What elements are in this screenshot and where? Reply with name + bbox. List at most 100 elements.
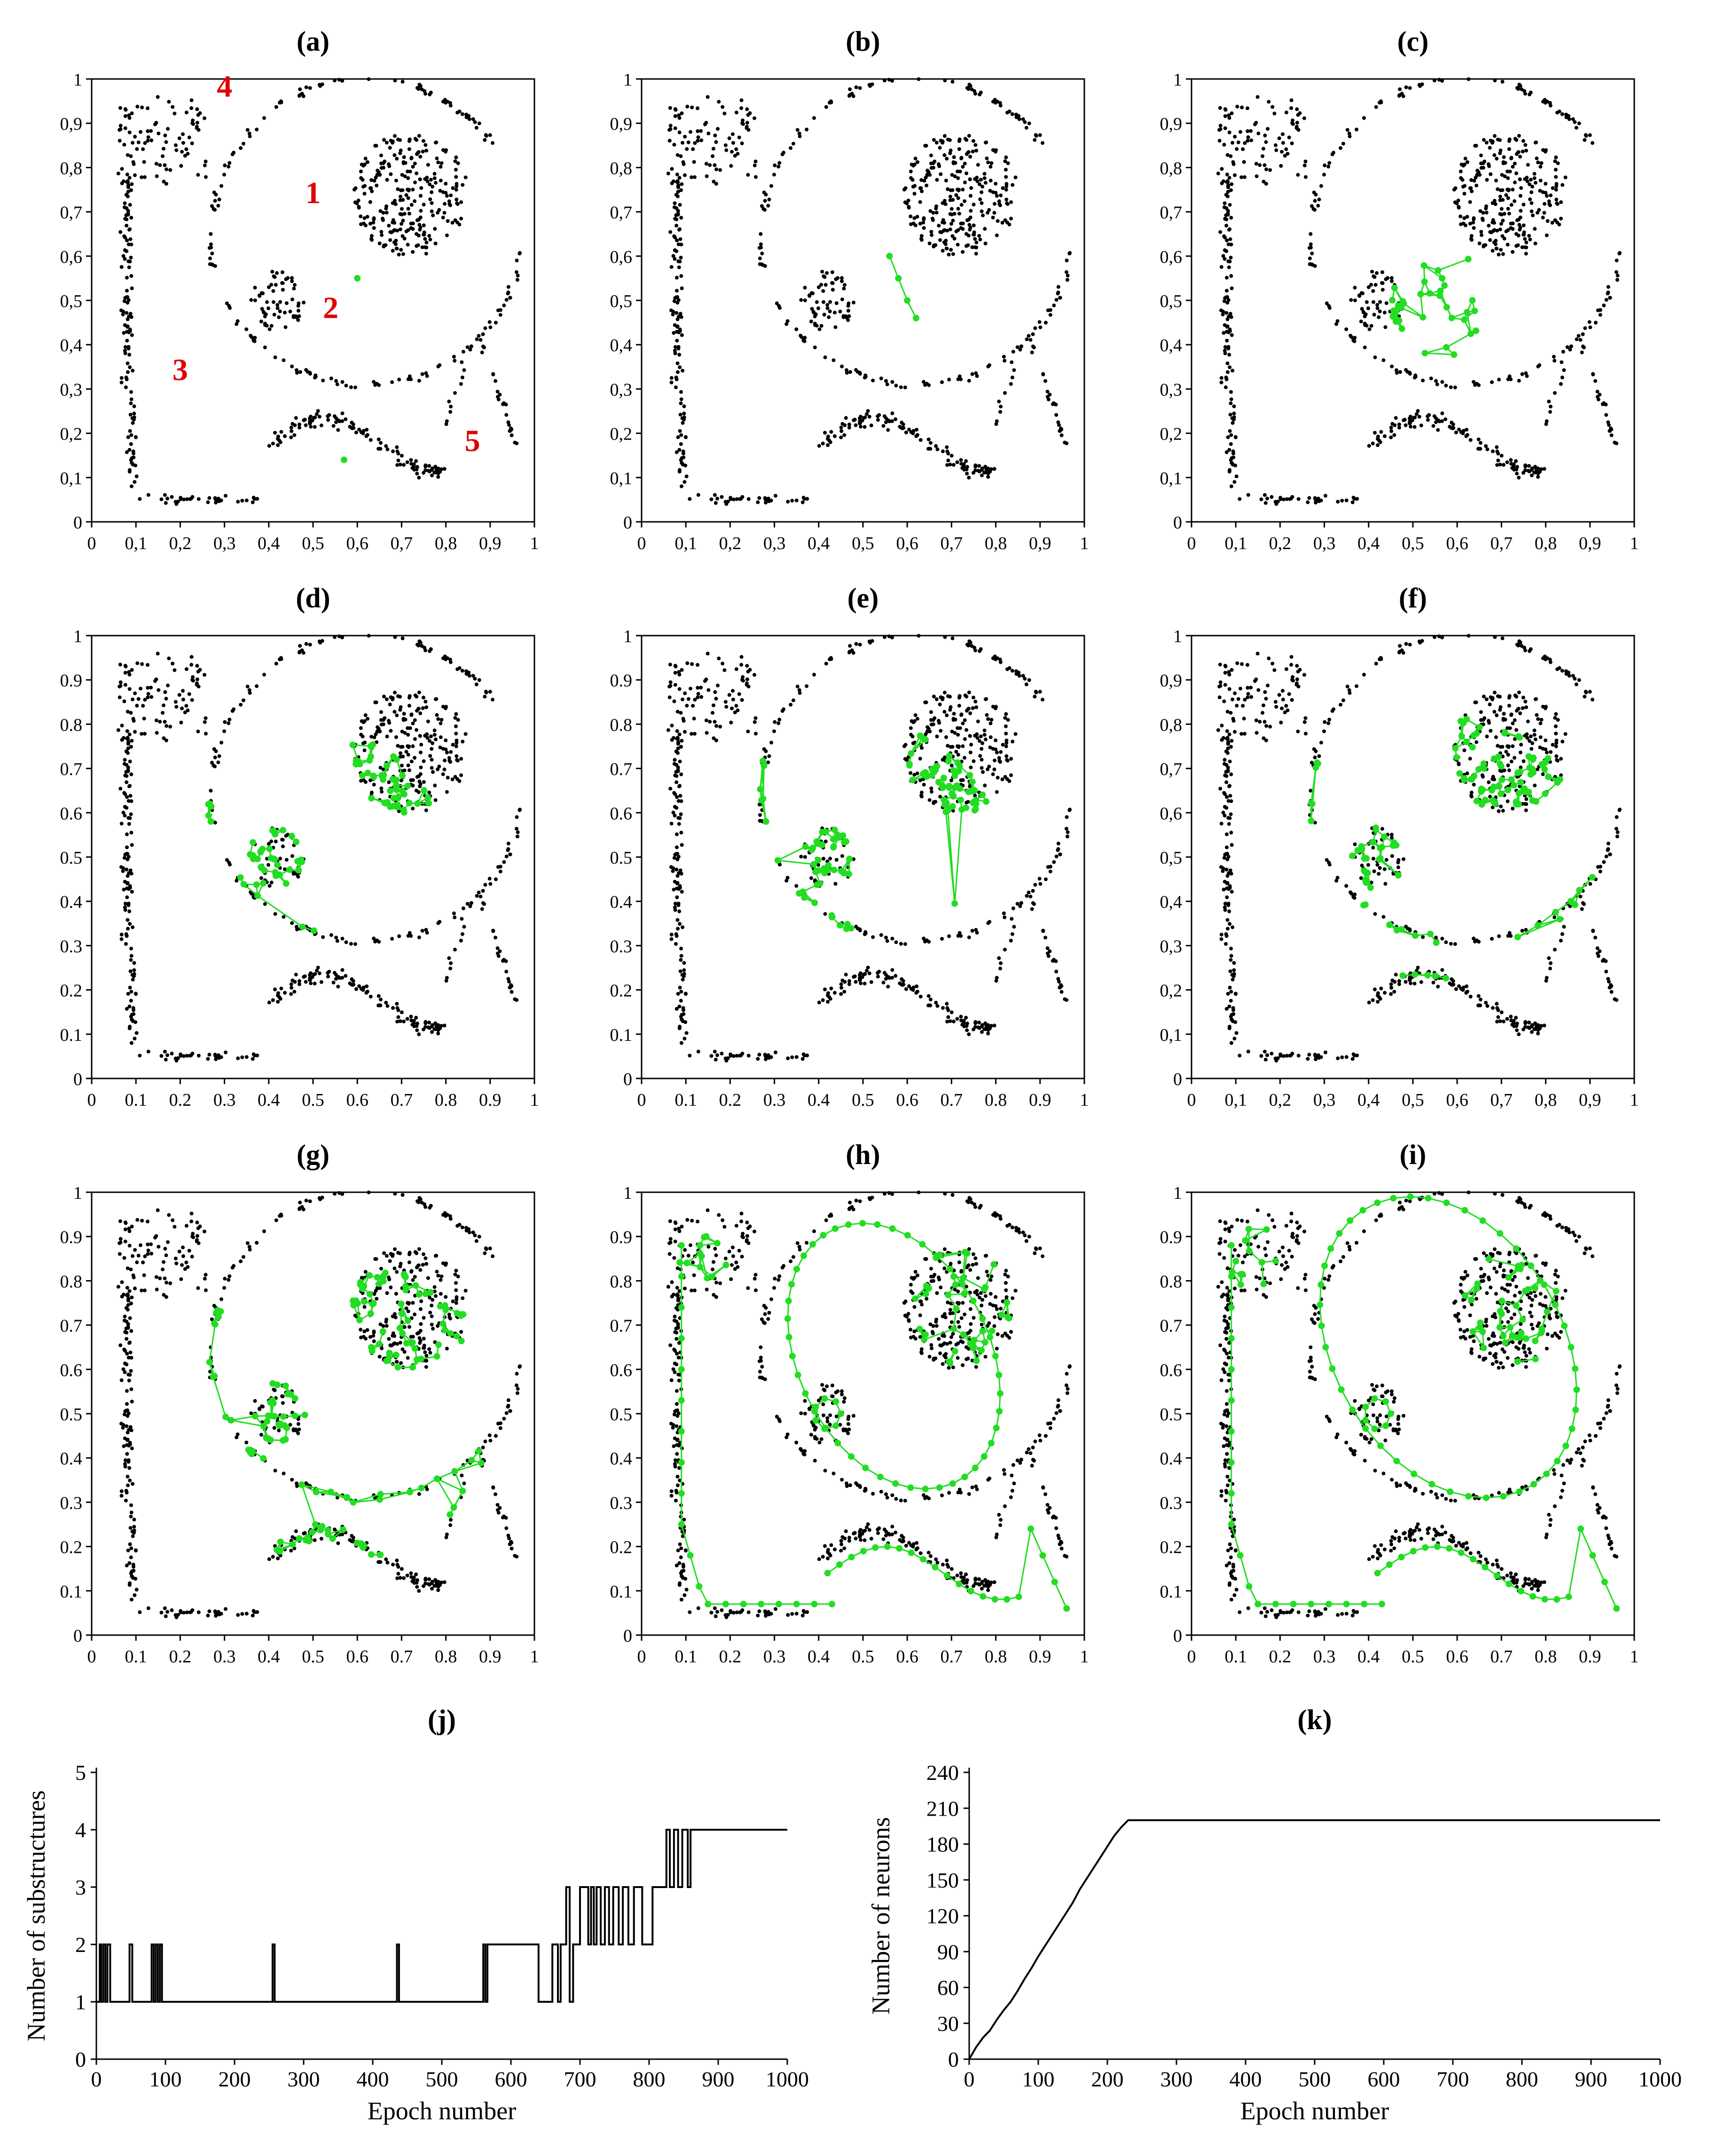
network-node [1471, 307, 1478, 315]
data-point [133, 730, 137, 734]
data-point [992, 1023, 996, 1028]
data-point [912, 773, 917, 777]
x-tick-label: 0,3 [213, 534, 236, 553]
x-tick-label: 0,7 [941, 534, 963, 553]
data-point [1010, 112, 1014, 116]
data-point [685, 704, 689, 708]
data-point [705, 174, 709, 178]
data-point [1296, 497, 1301, 501]
data-point [916, 160, 920, 164]
data-point [1525, 179, 1529, 183]
data-point [373, 383, 377, 387]
data-point [455, 739, 459, 743]
data-point [445, 790, 449, 794]
data-point [142, 716, 146, 721]
data-point [1232, 411, 1236, 416]
data-point [461, 350, 465, 354]
y-tick-label: 0,9 [610, 114, 633, 134]
data-point [171, 661, 175, 666]
data-point [1380, 270, 1384, 275]
network-node [1435, 267, 1442, 274]
data-point [1493, 202, 1497, 206]
data-point [972, 223, 976, 228]
data-point [1554, 155, 1558, 159]
data-point [261, 291, 265, 296]
network-node [254, 892, 261, 899]
data-point [858, 417, 862, 421]
data-point [397, 809, 401, 813]
data-point [1549, 193, 1553, 197]
network-edge [897, 278, 908, 301]
data-point [129, 745, 133, 749]
data-point [381, 211, 385, 215]
data-point [340, 968, 345, 972]
data-point [679, 154, 683, 158]
data-point [385, 447, 390, 451]
data-point [916, 716, 920, 721]
data-point [1224, 275, 1229, 280]
data-point [227, 304, 231, 308]
data-point [820, 269, 824, 274]
data-point [1544, 194, 1549, 198]
data-point [1327, 161, 1332, 165]
data-point [1378, 300, 1382, 304]
data-point [1527, 234, 1531, 238]
data-point [515, 998, 519, 1002]
data-point [292, 286, 296, 291]
data-point [1004, 744, 1008, 748]
data-point [928, 447, 933, 451]
data-point [922, 226, 926, 230]
data-point [252, 1054, 257, 1058]
data-point [1524, 149, 1529, 153]
data-point [119, 265, 124, 269]
data-point [1229, 274, 1233, 278]
data-point [1296, 173, 1300, 177]
data-point [125, 795, 129, 799]
data-point [887, 976, 892, 980]
data-point [125, 751, 130, 755]
data-point [903, 942, 907, 946]
network-node [387, 787, 394, 795]
data-point [125, 238, 129, 243]
data-point [297, 422, 301, 426]
data-point [1496, 137, 1500, 142]
data-point [1025, 894, 1029, 898]
data-point [128, 312, 133, 316]
data-point [423, 1021, 428, 1025]
data-point [424, 705, 429, 709]
data-point [118, 139, 122, 143]
data-point [457, 666, 462, 670]
data-point [214, 749, 218, 753]
data-point [957, 374, 962, 378]
data-point [359, 987, 363, 991]
data-point [278, 857, 282, 861]
data-point [146, 106, 150, 110]
data-point [1485, 178, 1489, 182]
data-point [1065, 998, 1069, 1002]
data-point [298, 87, 302, 91]
data-point [252, 497, 257, 501]
data-point [276, 443, 280, 447]
data-point [843, 283, 847, 287]
data-point [1003, 391, 1007, 395]
data-point [417, 223, 422, 227]
data-point [483, 138, 487, 142]
data-point [1381, 358, 1386, 362]
data-point [404, 749, 408, 754]
data-point [1490, 201, 1495, 205]
data-point [377, 940, 381, 944]
data-point [812, 116, 816, 120]
data-point [699, 129, 703, 133]
data-point [133, 691, 137, 695]
data-point [372, 735, 376, 740]
data-point [1229, 401, 1233, 405]
data-point [398, 751, 402, 755]
data-point [125, 311, 129, 315]
data-point [167, 656, 171, 661]
x-tick-label: 0.4 [807, 1090, 830, 1110]
x-tick-label: 0,9 [1029, 534, 1051, 553]
data-point [712, 703, 716, 708]
data-point [704, 718, 708, 723]
data-point [387, 780, 391, 784]
data-point [406, 377, 410, 381]
